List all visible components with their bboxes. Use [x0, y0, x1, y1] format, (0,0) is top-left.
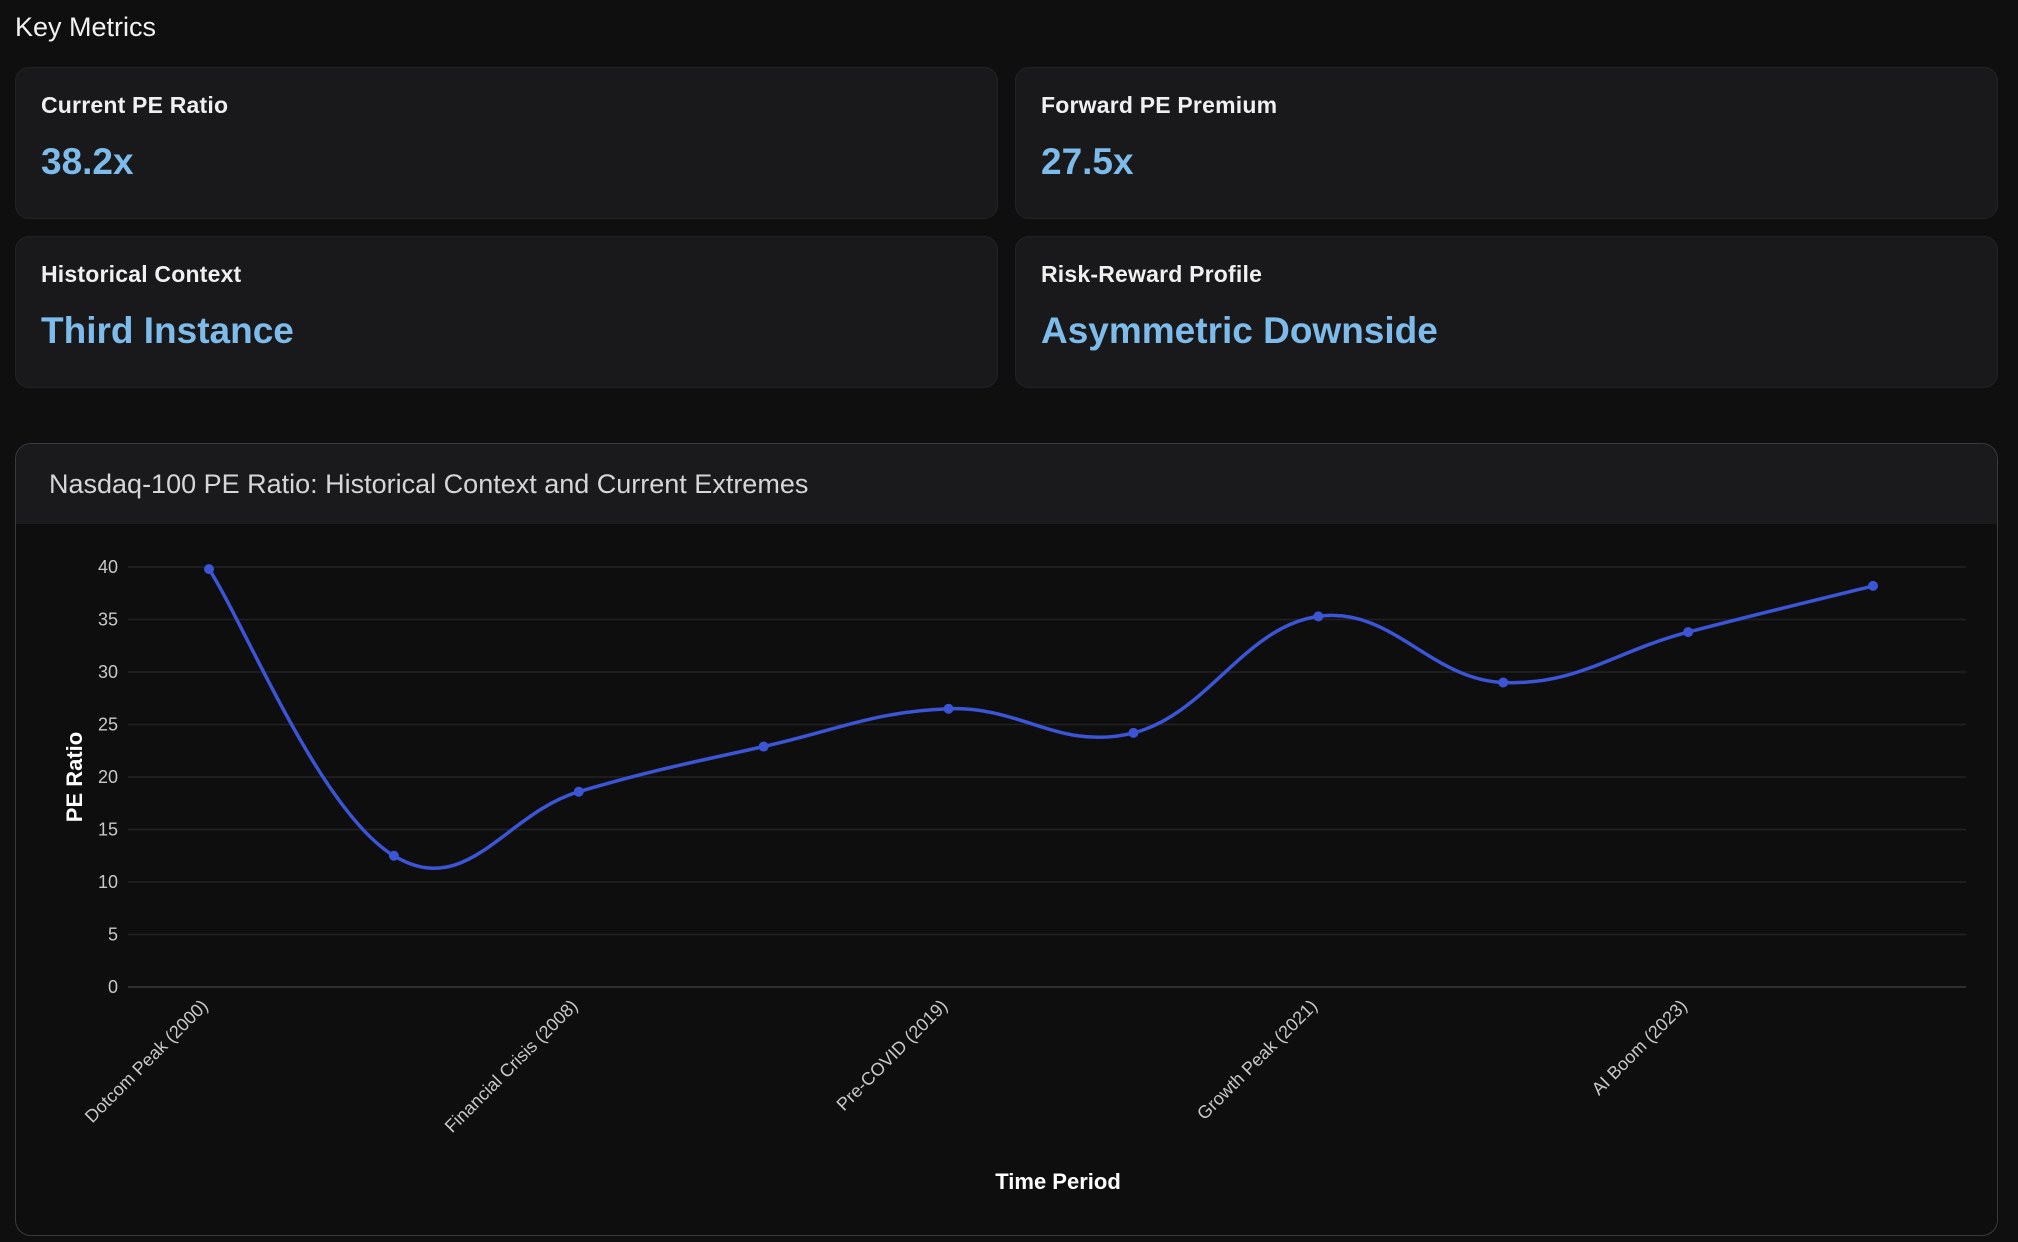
y-tick-label: 25	[98, 715, 118, 735]
x-axis-ticks: Dotcom Peak (2000) Financial Crisis (2008…	[81, 996, 1691, 1137]
y-tick-label: 0	[108, 977, 118, 997]
y-tick-label: 35	[98, 610, 118, 630]
y-tick-label: 15	[98, 820, 118, 840]
data-point[interactable]	[1683, 627, 1694, 638]
metric-value: 38.2x	[41, 141, 134, 182]
metric-value: Asymmetric Downside	[1041, 310, 1438, 351]
y-tick-label: 5	[108, 925, 118, 945]
x-axis-title: Time Period	[995, 1169, 1121, 1194]
data-point[interactable]	[1128, 727, 1139, 738]
metric-label: Forward PE Premium	[1041, 92, 1278, 118]
metric-card-current-pe: Current PE Ratio 38.2x	[15, 67, 998, 219]
data-point[interactable]	[204, 564, 214, 575]
data-point[interactable]	[1313, 611, 1324, 622]
chart-panel: Nasdaq-100 PE Ratio: Historical Context …	[15, 443, 1998, 1236]
metric-card-risk-reward: Risk-Reward Profile Asymmetric Downside	[1015, 236, 1998, 388]
x-tick-label: Growth Peak (2021)	[1193, 996, 1321, 1124]
data-point[interactable]	[388, 850, 399, 861]
y-tick-label: 30	[98, 662, 118, 682]
metric-value: 27.5x	[1041, 141, 1134, 182]
data-points	[204, 564, 1878, 861]
y-tick-label: 20	[98, 767, 118, 787]
data-point[interactable]	[573, 786, 584, 797]
metric-label: Risk-Reward Profile	[1041, 261, 1263, 287]
y-tick-label: 40	[98, 557, 118, 577]
data-point[interactable]	[1868, 580, 1878, 591]
metric-card-forward-pe: Forward PE Premium 27.5x	[1015, 67, 1998, 219]
chart-header: Nasdaq-100 PE Ratio: Historical Context …	[16, 444, 1997, 524]
metrics-grid: Current PE Ratio 38.2x Forward PE Premiu…	[15, 67, 1998, 388]
section-title: Key Metrics	[15, 12, 157, 42]
x-tick-label: AI Boom (2023)	[1588, 996, 1691, 1099]
x-tick-label: Financial Crisis (2008)	[441, 996, 582, 1137]
x-tick-label: Dotcom Peak (2000)	[81, 996, 212, 1127]
metric-label: Historical Context	[41, 261, 242, 287]
line-chart: 0 5 10 15 20 25 30 35 40 Dotcom Peak (2000) Finan…	[62, 557, 1966, 1194]
y-tick-label: 10	[98, 872, 118, 892]
grid-lines	[128, 566, 1966, 988]
y-axis-ticks: 0 5 10 15 20 25 30 35 40	[98, 557, 118, 997]
data-point[interactable]	[1498, 677, 1509, 688]
chart-title: Nasdaq-100 PE Ratio: Historical Context …	[49, 468, 809, 499]
metric-label: Current PE Ratio	[41, 92, 229, 118]
x-tick-label: Pre-COVID (2019)	[833, 996, 952, 1115]
y-axis-title: PE Ratio	[62, 732, 87, 822]
data-point[interactable]	[943, 703, 954, 714]
series-line	[207, 568, 1874, 870]
metric-card-historical-context: Historical Context Third Instance	[15, 236, 998, 388]
data-point[interactable]	[758, 741, 769, 752]
metric-value: Third Instance	[41, 310, 294, 351]
